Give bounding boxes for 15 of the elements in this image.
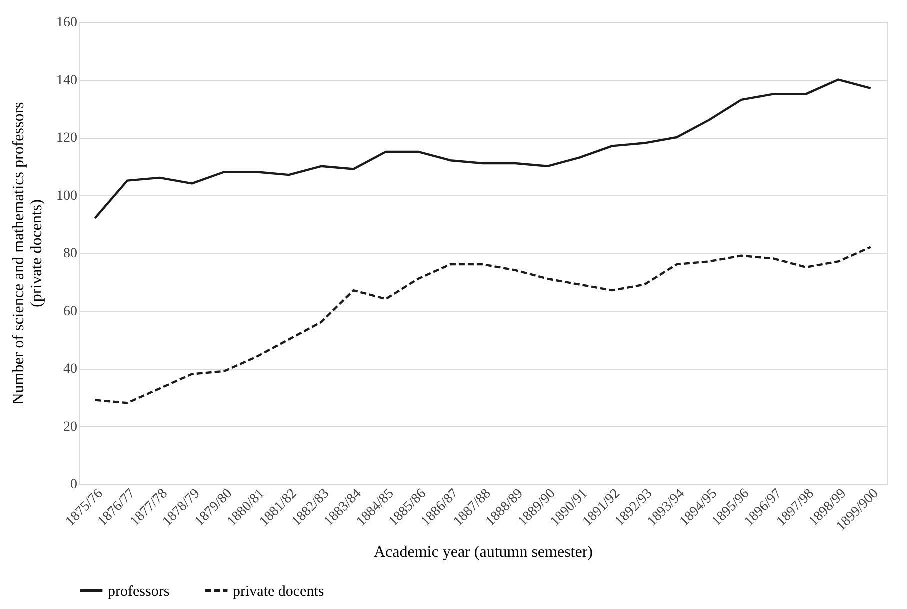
y-tick-label: 160 xyxy=(56,16,78,30)
line-series xyxy=(94,78,872,220)
legend-label: private docents xyxy=(233,584,324,600)
line-series xyxy=(94,246,872,404)
y-tick-label: 40 xyxy=(64,362,78,377)
y-tick-label: 140 xyxy=(56,73,78,88)
y-tick-label: 80 xyxy=(64,246,78,262)
y-tick-label: 0 xyxy=(70,478,78,492)
y-tick-label: 20 xyxy=(64,420,78,435)
y-axis-title: Number of science and mathematics professors (private docents) xyxy=(10,102,46,405)
y-tick-label: 120 xyxy=(56,131,78,146)
y-tick-label: 100 xyxy=(56,188,78,204)
y-tick-label: 60 xyxy=(64,304,78,320)
x-axis-title: Academic year (autumn semester) xyxy=(374,544,594,561)
legend-label: professors xyxy=(108,584,170,600)
